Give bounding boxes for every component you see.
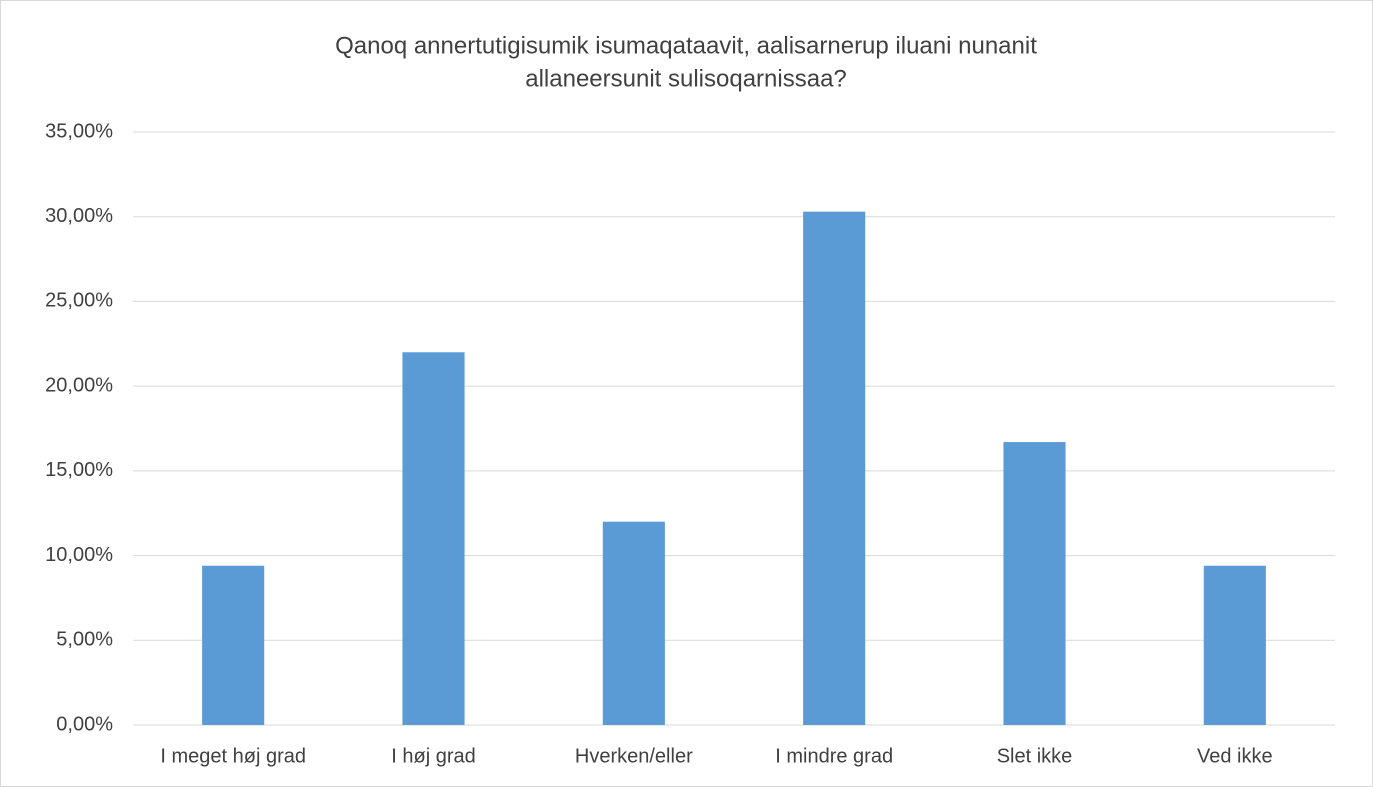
y-tick-label: 0,00% <box>56 713 113 735</box>
y-tick-label: 20,00% <box>45 374 113 396</box>
bar <box>1003 442 1066 725</box>
x-tick-label: I meget høj grad <box>160 745 306 767</box>
bar <box>1203 565 1266 725</box>
bar <box>202 565 265 725</box>
x-tick-label: Slet ikke <box>997 745 1073 767</box>
x-tick-label: I høj grad <box>391 745 475 767</box>
chart-title: Qanoq annertutigisumik isumaqataavit, aa… <box>335 32 1037 59</box>
chart-title: allaneersunit sulisoqarnissaa? <box>525 65 847 92</box>
y-tick-label: 35,00% <box>45 120 113 142</box>
x-tick-label: Ved ikke <box>1197 745 1273 767</box>
y-tick-label: 15,00% <box>45 459 113 481</box>
y-tick-label: 30,00% <box>45 205 113 227</box>
x-tick-label: Hverken/eller <box>575 745 693 767</box>
y-tick-label: 25,00% <box>45 290 113 312</box>
bar <box>803 211 866 726</box>
bar <box>602 521 665 725</box>
bar <box>402 352 465 725</box>
x-tick-label: I mindre grad <box>775 745 893 767</box>
y-tick-label: 10,00% <box>45 544 113 566</box>
y-tick-label: 5,00% <box>56 629 113 651</box>
